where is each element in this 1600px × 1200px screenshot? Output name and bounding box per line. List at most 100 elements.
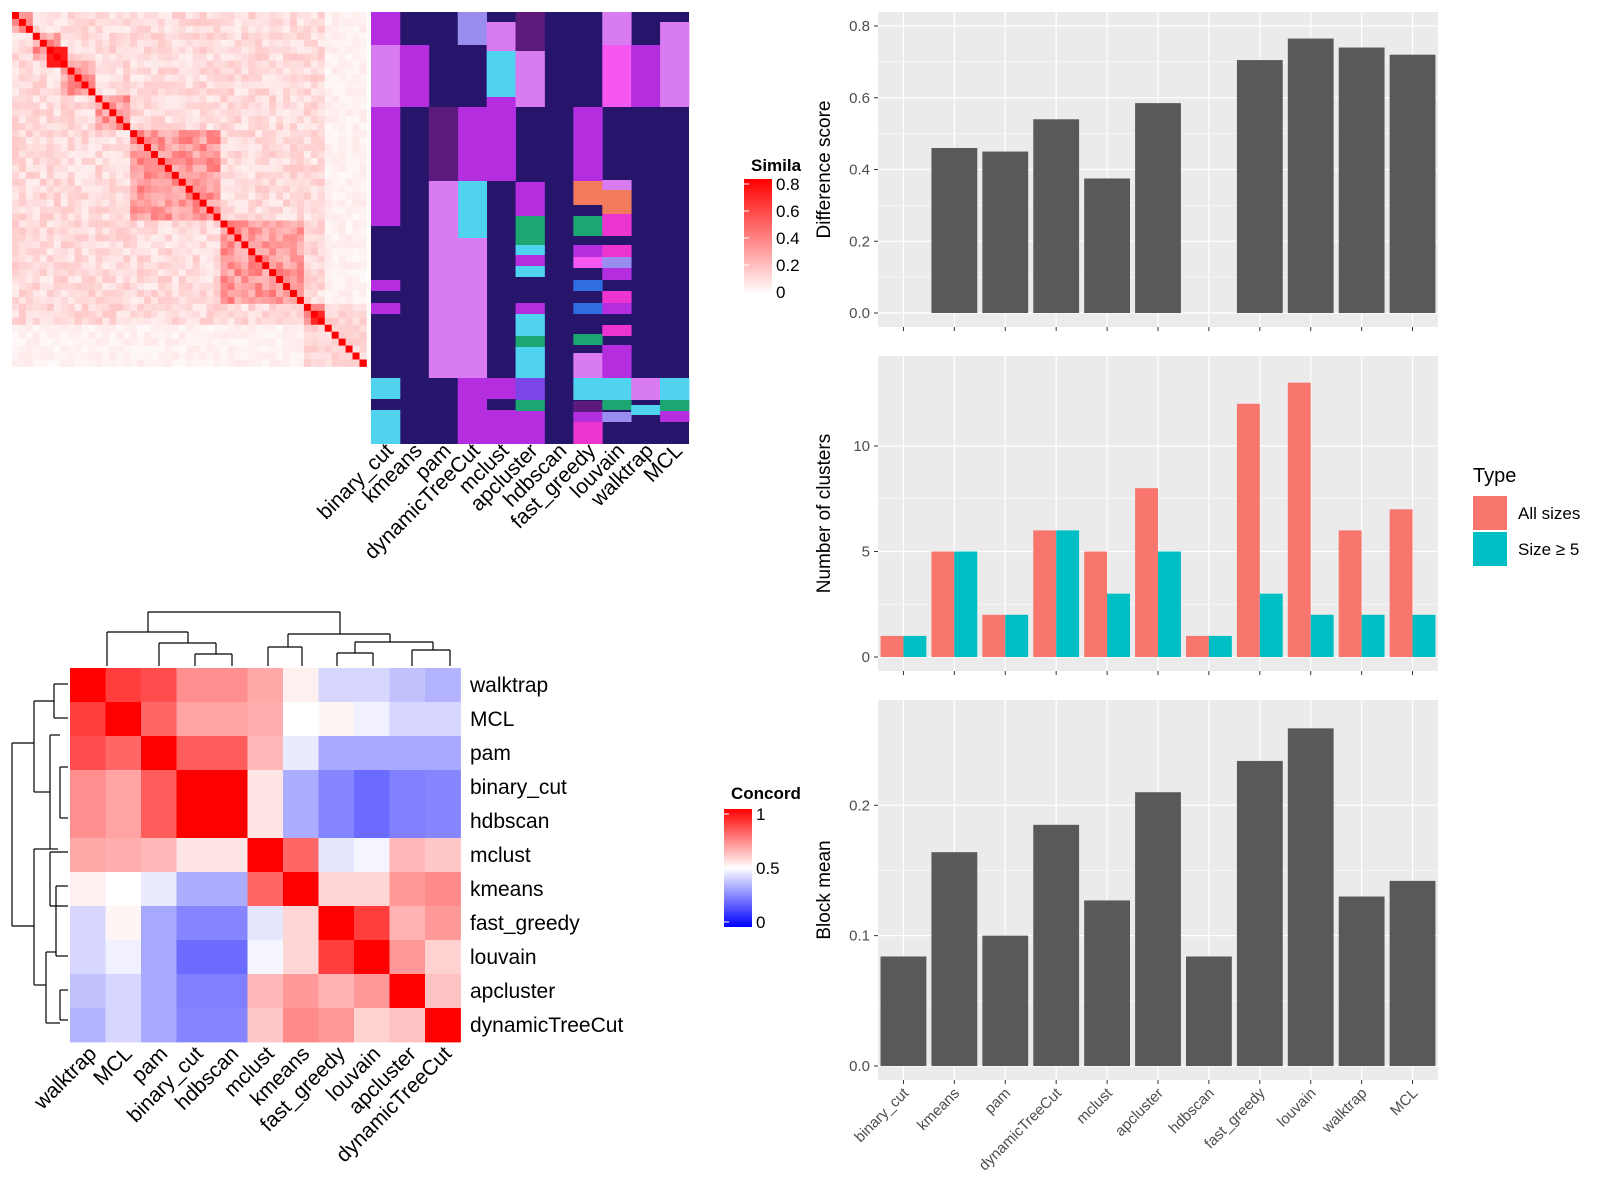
similarity-cell [255, 74, 263, 82]
concordance-cell [105, 872, 142, 907]
similarity-cell [25, 39, 34, 48]
similarity-cell [144, 213, 152, 221]
concordance-row-label: mclust [470, 844, 531, 867]
similarity-cell [206, 39, 214, 48]
similarity-cell [276, 331, 284, 340]
similarity-cell [151, 18, 159, 27]
similarity-cell [352, 276, 360, 284]
similarity-cell [227, 25, 235, 34]
similarity-cell [137, 345, 145, 353]
similarity-cell [192, 185, 201, 194]
similarity-cell [310, 144, 319, 152]
bar [1338, 47, 1385, 314]
similarity-cell [157, 276, 166, 284]
similarity-cell [310, 46, 319, 55]
similarity-cell [46, 296, 55, 305]
similarity-cell [164, 290, 173, 298]
similarity-cell [290, 276, 298, 284]
similarity-cell [185, 199, 194, 207]
similarity-cell [359, 199, 367, 207]
similarity-cell [88, 53, 96, 62]
similarity-cell [32, 116, 41, 124]
similarity-cell [39, 144, 48, 152]
bar [1287, 38, 1334, 314]
similarity-cell [88, 213, 96, 221]
similarity-cell [317, 317, 326, 326]
similarity-cell [241, 46, 249, 55]
similarity-cell [234, 262, 242, 270]
similarity-cell [227, 199, 235, 207]
similarity-cell [317, 102, 326, 110]
similarity-cell [18, 303, 27, 312]
similarity-cell [53, 317, 62, 326]
similarity-cell [338, 317, 346, 326]
similarity-cell [178, 46, 187, 55]
similarity-cell [283, 359, 291, 367]
similarity-cell [12, 171, 20, 180]
similarity-cell [310, 109, 319, 117]
similarity-cell [283, 60, 291, 68]
similarity-cell [164, 227, 173, 235]
similarity-cell [157, 359, 166, 367]
similarity-cell [234, 317, 242, 326]
similarity-cell [18, 234, 27, 242]
similarity-cell [116, 206, 124, 214]
similarity-cell [157, 192, 166, 201]
concordance-heatmap: walktrapMCLpambinary_cuthdbscanmclustkme… [29, 668, 623, 1167]
similarity-cell [234, 171, 242, 180]
concordance-cell [425, 838, 461, 873]
concordance-cell [212, 1008, 248, 1043]
similarity-cell [352, 123, 360, 131]
similarity-cell [248, 123, 256, 131]
similarity-cell [32, 331, 41, 340]
similarity-cell [130, 338, 138, 346]
similarity-cell [317, 32, 326, 41]
similarity-cell [60, 46, 68, 55]
similarity-cell [248, 276, 256, 284]
similarity-cell [32, 317, 41, 326]
similarity-cell [213, 81, 221, 89]
similarity-cell [53, 290, 62, 298]
similarity-cell [157, 144, 166, 152]
similarity-cell [213, 213, 221, 221]
similarity-cell [248, 12, 256, 20]
similarity-cell [171, 199, 180, 207]
similarity-cell [39, 123, 48, 131]
similarity-cell [345, 303, 353, 312]
similarity-cell [220, 130, 228, 138]
similarity-cell [324, 192, 333, 201]
similarity-cell [39, 39, 48, 48]
similarity-cell [46, 324, 55, 333]
similarity-cell [74, 213, 82, 221]
similarity-cell [276, 171, 284, 180]
similarity-cell [310, 276, 319, 284]
similarity-cell [248, 185, 256, 194]
similarity-cell [192, 199, 201, 207]
cluster-cell [428, 107, 459, 181]
similarity-cell [25, 359, 34, 367]
similarity-cell [199, 213, 207, 221]
similarity-cell [12, 296, 20, 305]
similarity-cell [130, 123, 138, 131]
similarity-cell [199, 116, 207, 124]
similarity-cell [220, 317, 228, 326]
similarity-cell [255, 338, 263, 346]
concordance-cell [176, 974, 213, 1009]
similarity-cell [331, 178, 340, 187]
similarity-cell [53, 178, 62, 187]
similarity-cell [276, 109, 284, 117]
similarity-cell [144, 95, 152, 103]
similarity-cell [151, 296, 159, 305]
similarity-cell [18, 241, 27, 249]
similarity-cell [324, 234, 333, 242]
legend-title: Type [1473, 465, 1516, 487]
similarity-cell [262, 290, 270, 298]
cluster-cell [515, 182, 545, 216]
similarity-cell [310, 164, 319, 173]
similarity-cell [213, 206, 221, 214]
similarity-cell [171, 95, 180, 103]
similarity-cell [109, 12, 117, 20]
similarity-cell [213, 164, 221, 173]
similarity-cell [116, 345, 124, 353]
similarity-cell [178, 39, 187, 48]
